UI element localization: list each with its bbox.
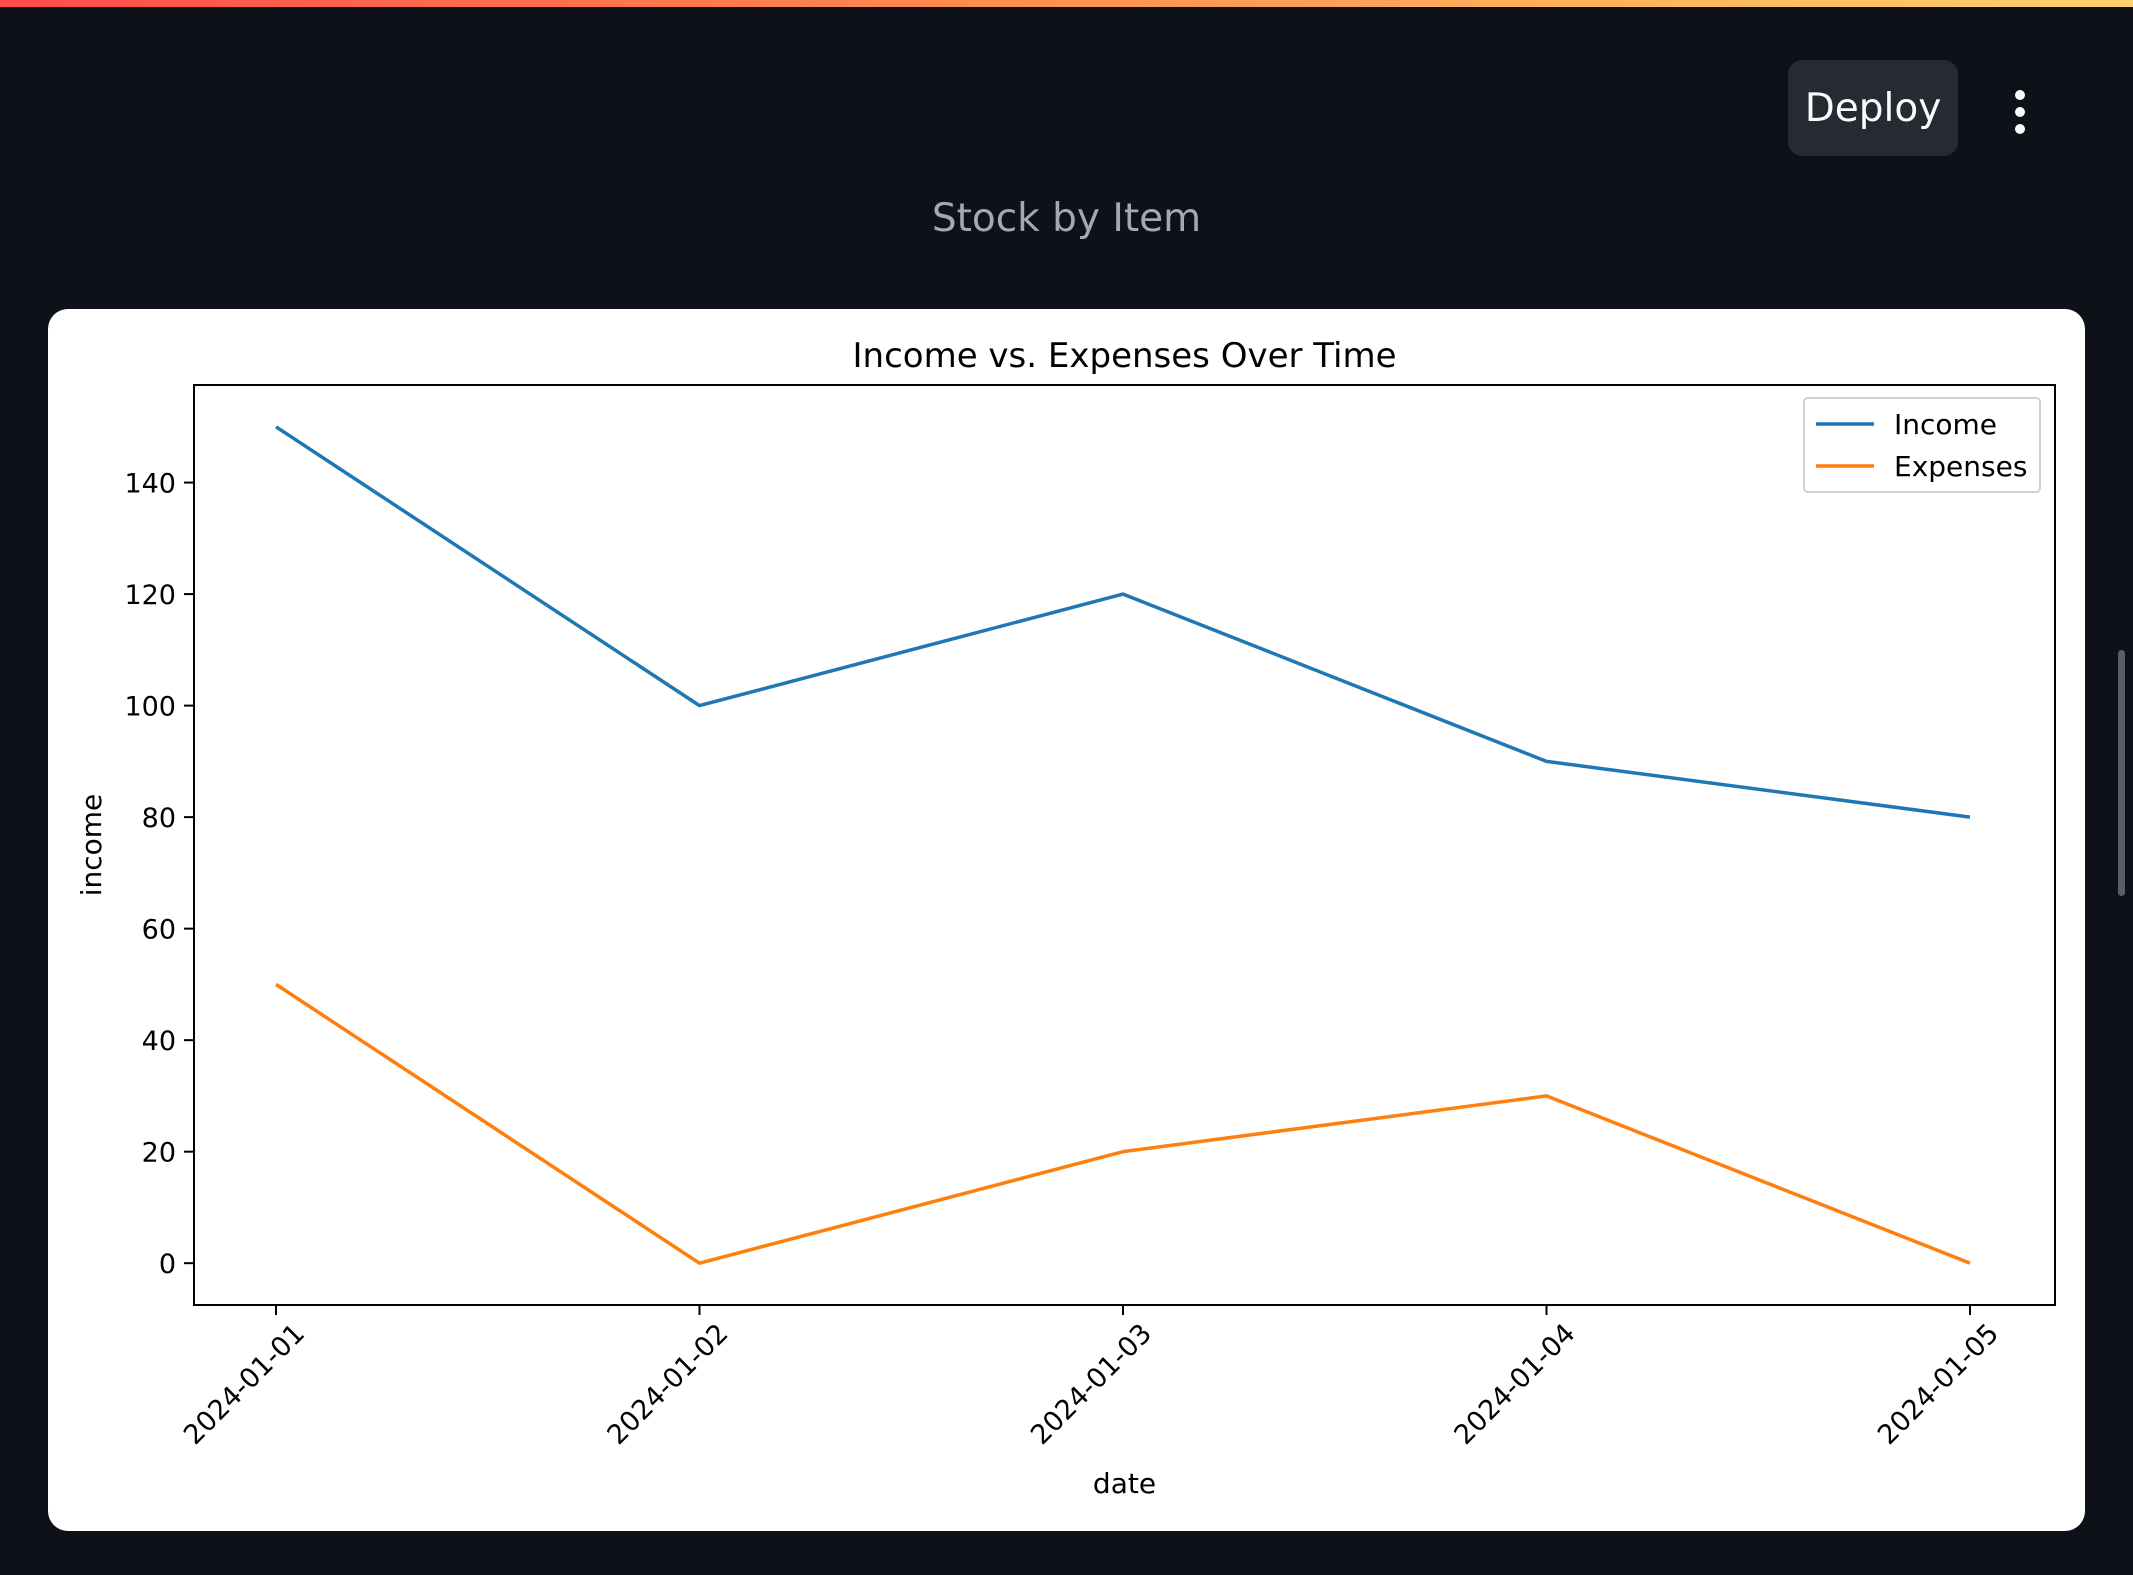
page-caption: Stock by Item [931,196,1202,241]
x-tick-label: 2024-01-05 [1872,1318,2005,1451]
scrollbar[interactable] [2118,650,2125,896]
menu-dot [2015,90,2025,100]
kebab-menu-icon[interactable] [1990,77,2050,147]
y-tick-label: 20 [142,1138,176,1169]
chart-title: Income vs. Expenses Over Time [853,336,1397,376]
y-tick-label: 40 [142,1026,176,1057]
top-decoration-stripe [0,0,2133,7]
x-tick-label: 2024-01-02 [602,1318,735,1451]
legend-label: Income [1894,408,1997,441]
x-tick-label: 2024-01-03 [1025,1318,1158,1451]
y-tick-label: 140 [124,469,176,500]
legend-box [1803,397,2041,493]
series-line-expenses [275,982,1971,1265]
deploy-button[interactable]: Deploy [1788,60,1958,156]
y-tick-label: 100 [124,692,176,723]
x-tick-label: 2024-01-01 [178,1318,311,1451]
line-chart: Income vs. Expenses Over Time 0 20 40 60 80 10… [75,336,2056,1500]
chart-card: Income vs. Expenses Over Time 0 20 40 60 80 10… [48,309,2085,1531]
menu-dot [2015,124,2025,134]
y-tick-label: 60 [142,915,176,946]
y-axis-label: income [75,794,108,897]
y-tick-label: 120 [124,580,176,611]
y-tick-label: 0 [159,1249,176,1280]
menu-dot [2015,107,2025,117]
x-axis-label: date [1093,1467,1156,1500]
series-line-income [275,425,1971,819]
x-tick-label: 2024-01-04 [1449,1318,1582,1451]
plot-frame [193,384,2056,1306]
legend-label: Expenses [1894,450,2027,483]
app-header: Deploy [0,7,2133,177]
y-tick-label: 80 [142,803,176,834]
